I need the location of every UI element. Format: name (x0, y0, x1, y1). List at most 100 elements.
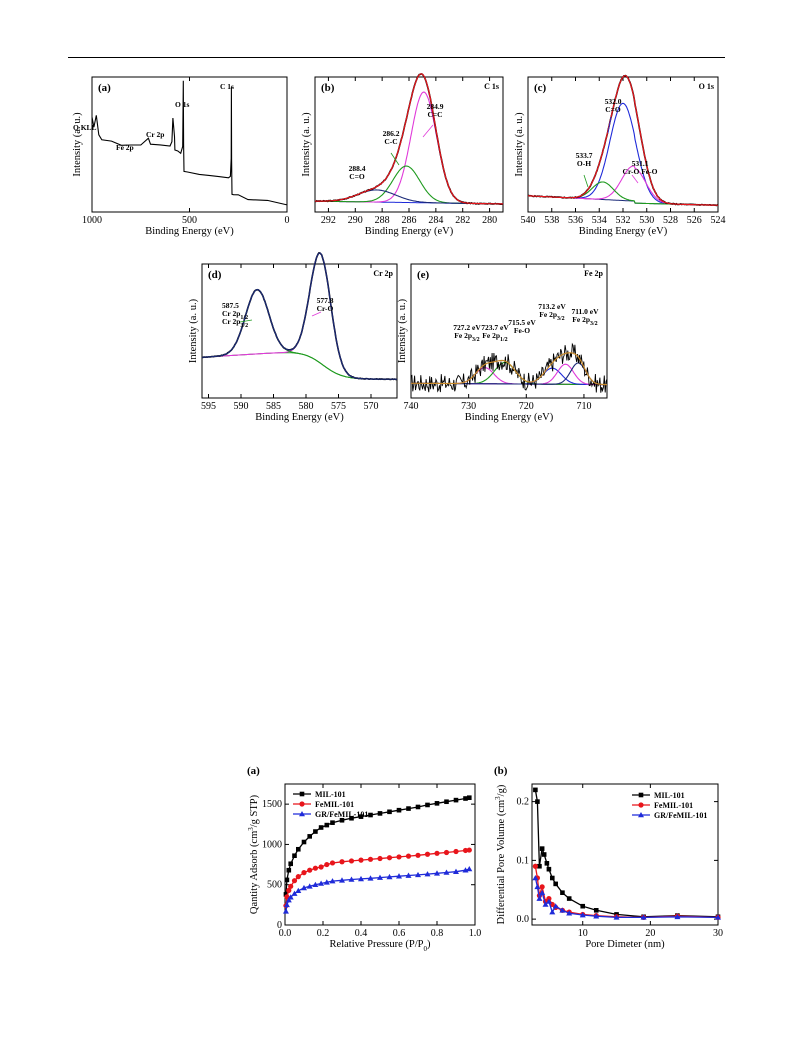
peak-label: 288.4 (349, 164, 366, 173)
fit-envelope (202, 252, 397, 380)
data-point (323, 879, 330, 885)
peak-label: 711.0 eV (571, 307, 599, 316)
chart-isotherm: 0.0 0.2 0.4 0.6 0.8 1.0 0 500 1000 1500 Relative P… (245, 762, 482, 953)
data-point (613, 914, 620, 920)
y-axis-label: Intensity (a. u.) (514, 112, 525, 177)
data-point (339, 859, 345, 865)
data-point (287, 894, 294, 900)
data-point (537, 863, 542, 869)
peak-pointer (631, 174, 639, 184)
data-point (358, 814, 364, 819)
data-point (536, 895, 543, 901)
data-point (534, 883, 541, 890)
data-point (358, 857, 364, 863)
data-point (329, 860, 336, 866)
data-point (307, 867, 313, 873)
data-point (295, 887, 302, 894)
x-tick-label: 528 (663, 215, 678, 226)
data-point (324, 822, 330, 828)
x-tick-label: 0.6 (393, 928, 406, 939)
x-tick-label: 290 (348, 215, 363, 226)
data-point (715, 914, 721, 920)
x-axis-label: Pore Dimeter (nm) (585, 939, 665, 950)
legend-marker (299, 801, 305, 807)
x-tick-label: 575 (331, 401, 346, 412)
panel-letter: (b) (494, 765, 508, 777)
data-point (291, 878, 298, 884)
data-point (580, 903, 586, 909)
x-tick-label: 280 (482, 215, 497, 226)
y-tick-label: 1000 (262, 839, 282, 850)
data-point (367, 875, 374, 881)
raw-spectrum (314, 73, 504, 205)
data-point (386, 873, 393, 880)
chart-o1s: 540 538 536 534 532 530 528 526 524 Binding Energ… (508, 74, 726, 251)
x-tick-label: 1.0 (469, 928, 482, 939)
data-point (339, 817, 345, 823)
chart-cr2p: 595 590 585 580 575 570 Binding Energy (eV) Int… (180, 252, 402, 440)
peak-label: O-H (577, 159, 591, 168)
x-tick-label: 20 (645, 928, 655, 939)
x-tick-label: 538 (544, 215, 559, 226)
x-tick-label: 590 (234, 401, 249, 412)
peak-label: 533.7 (576, 151, 593, 160)
plot-frame (201, 263, 398, 399)
fit-component-0 (528, 102, 718, 206)
y-tick-label: 1500 (262, 799, 282, 810)
peak-label: 723.7 eV (481, 323, 509, 332)
data-point (640, 914, 647, 920)
data-point (396, 854, 402, 860)
plot-frame (527, 76, 719, 213)
peak-label: 713.2 eV (538, 302, 566, 311)
x-axis-label: Binding Energy (eV) (145, 226, 234, 237)
legend-marker (299, 791, 305, 797)
data-point (396, 873, 402, 879)
data-point (443, 869, 450, 875)
data-point (466, 866, 473, 872)
data-point (463, 796, 468, 801)
x-tick-label: 0.4 (355, 928, 368, 939)
data-point (367, 856, 374, 862)
x-axis-label: Relative Pressure (P/P0) (330, 939, 431, 953)
data-point (444, 799, 449, 805)
data-point (301, 839, 307, 845)
peak-label: Fe-O (514, 326, 530, 335)
peak-label: O 1s (175, 100, 189, 109)
fit-envelope (411, 352, 607, 386)
data-point (674, 913, 681, 920)
peak-label: C=O (349, 172, 365, 181)
y-axis-label: Intensity (a. u.) (72, 112, 83, 177)
peak-pointer (311, 311, 322, 317)
y-axis-label: Intensity (a. u.) (301, 112, 312, 177)
data-point (292, 853, 297, 859)
data-point (434, 801, 440, 806)
data-point (541, 852, 547, 857)
data-point (539, 846, 545, 851)
x-tick-label: 292 (321, 215, 336, 226)
x-tick-label: 534 (592, 215, 607, 226)
data-point (318, 864, 324, 870)
data-point (377, 874, 383, 880)
data-point (539, 884, 545, 890)
data-point (286, 887, 292, 893)
legend-marker (638, 792, 644, 798)
data-point (295, 874, 301, 880)
peak-label: C 1s (220, 82, 234, 91)
legend-label: FeMIL-101 (315, 800, 354, 809)
peak-label: Cr 2p (146, 130, 164, 139)
data-point (301, 870, 307, 876)
peak-pointer (422, 124, 434, 138)
data-point (368, 812, 373, 818)
baseline-curve (202, 352, 397, 380)
data-point (552, 903, 559, 909)
data-point (312, 865, 318, 871)
x-tick-label: 532 (616, 215, 631, 226)
x-tick-label: 585 (266, 401, 281, 412)
data-point (443, 849, 450, 856)
data-point (405, 872, 412, 878)
peak-label: 577.8 (317, 296, 334, 305)
peak-label: C=C (427, 110, 442, 119)
data-point (553, 881, 558, 887)
data-point (288, 883, 294, 889)
data-point (453, 868, 459, 874)
